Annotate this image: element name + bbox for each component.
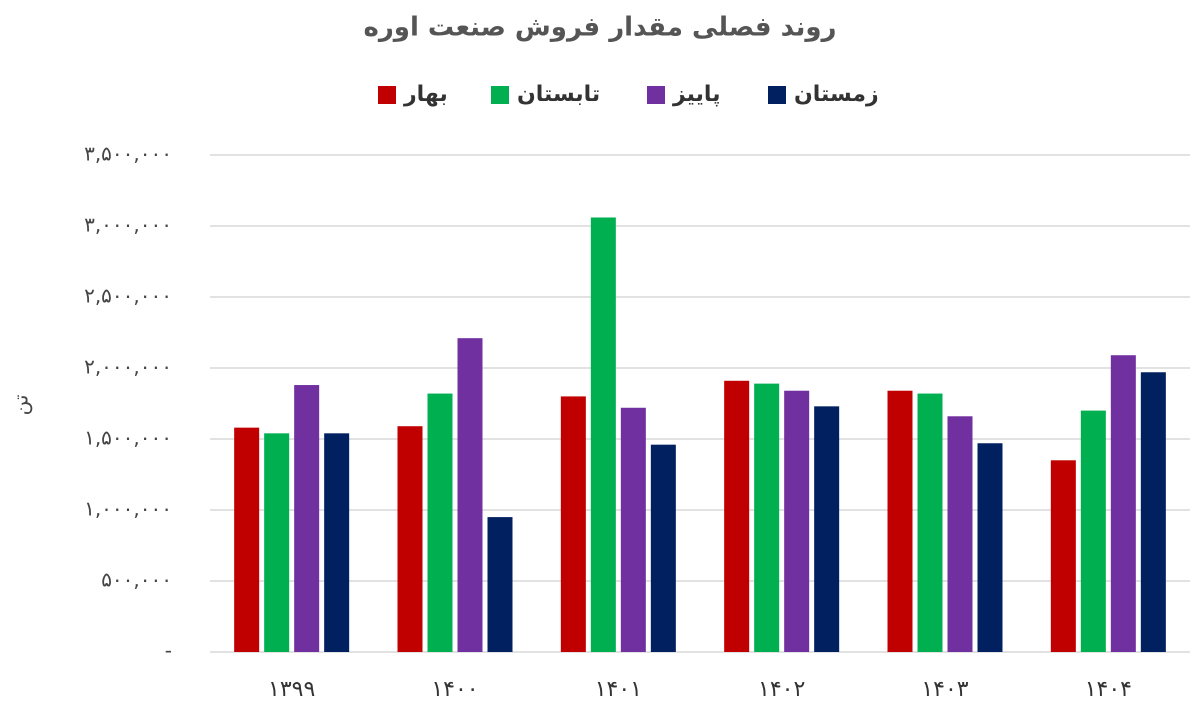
bar (324, 433, 350, 652)
legend-swatch (768, 86, 786, 104)
bar (650, 444, 676, 652)
legend-label: زمستان (794, 82, 879, 107)
bar (294, 385, 320, 652)
bar (724, 380, 750, 652)
bar (784, 390, 810, 652)
bar (1140, 372, 1166, 652)
legend-swatch (378, 86, 396, 104)
bar (457, 338, 483, 652)
legend-swatch (491, 86, 509, 104)
y-tick-label: ۱,۵۰۰,۰۰۰ (84, 426, 172, 450)
y-tick-label: ۱,۰۰۰,۰۰۰ (84, 497, 172, 521)
bar (590, 217, 616, 653)
y-tick-label: ۳,۵۰۰,۰۰۰ (84, 142, 172, 166)
legend-label: بهار (403, 82, 448, 107)
legend-label: پاییز (672, 82, 720, 107)
chart-title: روند فصلی مقدار فروش صنعت اوره (363, 13, 836, 43)
bar (814, 406, 840, 652)
y-tick-label: ۲,۵۰۰,۰۰۰ (84, 284, 172, 308)
bar (917, 393, 943, 652)
bar (754, 383, 780, 652)
bar (1080, 410, 1106, 652)
bar (947, 416, 973, 652)
bar (560, 396, 586, 652)
bar (397, 426, 423, 652)
x-tick-label: ۱۴۰۲ (758, 677, 805, 702)
y-tick-label: ۳,۰۰۰,۰۰۰ (84, 213, 172, 237)
bar (264, 433, 290, 652)
y-tick-label: ۲,۰۰۰,۰۰۰ (84, 355, 172, 379)
x-tick-label: ۱۴۰۰ (431, 677, 478, 702)
bar (487, 517, 513, 652)
x-tick-label: ۱۴۰۱ (595, 677, 642, 702)
y-tick-label: ۵۰۰,۰۰۰ (101, 568, 172, 592)
x-tick-label: ۱۳۹۹ (268, 677, 315, 702)
bar (887, 390, 913, 652)
y-tick-label: - (165, 639, 172, 663)
legend-swatch (647, 86, 665, 104)
legend-label: تابستان (517, 82, 600, 107)
y-axis-label: تن (9, 395, 33, 416)
bar (620, 407, 646, 652)
bar (427, 393, 453, 652)
x-tick-label: ۱۴۰۳ (921, 677, 968, 702)
bar (1110, 355, 1136, 652)
bar (234, 427, 260, 652)
bar (977, 443, 1003, 652)
x-tick-label: ۱۴۰۴ (1085, 677, 1132, 702)
bar (1050, 460, 1076, 652)
